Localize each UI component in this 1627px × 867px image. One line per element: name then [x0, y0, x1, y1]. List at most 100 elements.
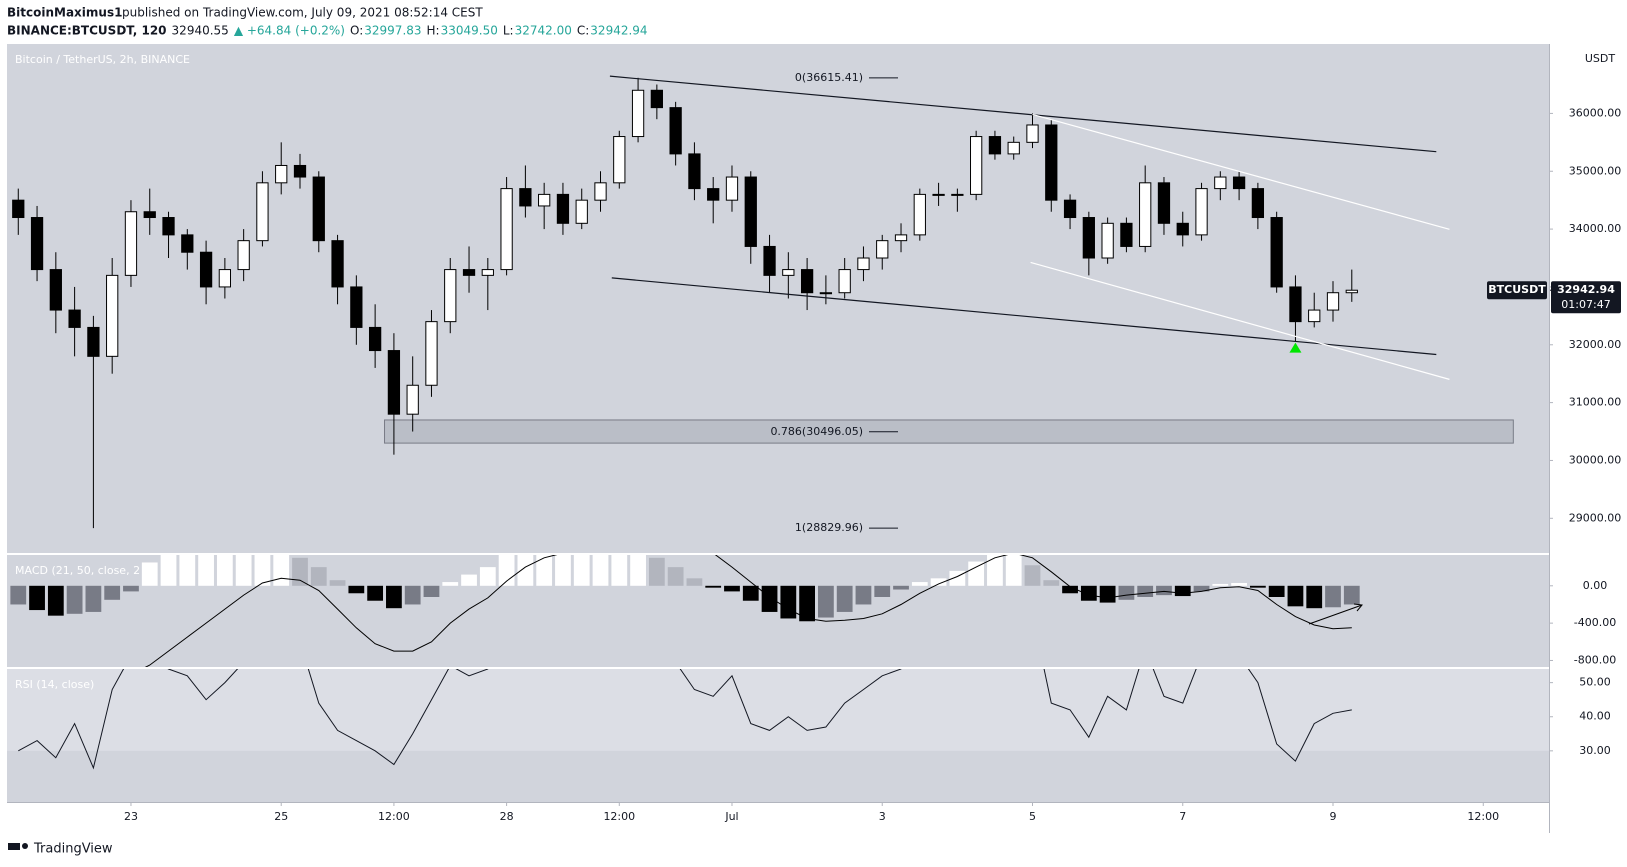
- candle-body: [1195, 188, 1208, 236]
- macd-bar: [742, 585, 759, 601]
- candle-body: [12, 199, 25, 219]
- candle-body: [857, 257, 870, 271]
- macd-bar: [123, 585, 139, 592]
- candle-body: [425, 321, 438, 386]
- macd-bar: [85, 585, 102, 612]
- macd-bar: [1306, 585, 1323, 609]
- candle-body: [143, 211, 156, 219]
- candle-body: [876, 240, 889, 259]
- candle-body: [481, 269, 494, 276]
- candle-body: [237, 240, 250, 271]
- candle-body: [650, 89, 663, 109]
- macd-bar: [179, 555, 196, 586]
- ticker-text: O:: [350, 24, 363, 38]
- macd-bar: [442, 582, 459, 586]
- candle-body: [782, 269, 795, 276]
- macd-bar: [1062, 585, 1078, 594]
- macd-bar: [1174, 585, 1191, 597]
- candle-body: [181, 234, 194, 253]
- candle-body: [387, 350, 401, 415]
- y-tick-label: 32000.00: [1569, 338, 1622, 351]
- candle-body: [444, 269, 457, 323]
- macd-bar: [141, 562, 158, 586]
- candle-body: [707, 188, 720, 201]
- macd-plot: [10, 555, 1360, 667]
- candle-body: [275, 164, 288, 184]
- candle-body: [556, 193, 570, 224]
- candle-body: [87, 326, 100, 357]
- annotation-arrowhead: [1353, 603, 1363, 612]
- macd-bar: [235, 555, 252, 586]
- y-tick-label: -800.00: [1574, 653, 1616, 666]
- ticker-text: 33049.50: [441, 24, 498, 38]
- candle-body: [613, 136, 626, 184]
- brand: TradingView: [33, 842, 113, 857]
- candle-body: [30, 217, 44, 271]
- candle-body: [988, 136, 1002, 155]
- candle-body: [575, 199, 588, 224]
- candle-body: [331, 240, 344, 288]
- macd-bar: [66, 585, 83, 614]
- candle-body: [688, 153, 701, 190]
- candle-body: [1251, 188, 1265, 219]
- macd-bar: [724, 585, 740, 592]
- candle-body: [763, 245, 776, 276]
- candle-body: [162, 217, 175, 236]
- candle-body: [1308, 309, 1321, 323]
- macd-bar: [592, 555, 609, 586]
- macd-line: [144, 555, 1352, 667]
- y-tick-label: 36000.00: [1569, 106, 1622, 119]
- candle-body: [894, 234, 908, 242]
- x-tick-label: 3: [879, 810, 886, 823]
- candle-body: [1157, 182, 1171, 224]
- y-tick-label: 34000.00: [1569, 222, 1622, 235]
- ticker-text: 32940.55: [172, 24, 229, 38]
- y-tick-label: -400.00: [1574, 616, 1616, 629]
- macd-bar: [536, 555, 553, 586]
- candle-body: [819, 292, 833, 295]
- macd-bar: [1231, 583, 1247, 586]
- macd-bar: [404, 585, 421, 605]
- candle-body: [932, 193, 945, 196]
- price-tag-value: 32942.94: [1557, 283, 1615, 296]
- ticker-line: BINANCE:BTCUSDT, 120 32940.55 ▲ +64.84 (+0…: [7, 24, 648, 38]
- candle-body: [631, 89, 645, 138]
- candle-body: [1026, 124, 1039, 143]
- pane-title: Bitcoin / TetherUS, 2h, BINANCE: [15, 53, 190, 66]
- candle-body: [538, 193, 551, 207]
- ticker-text: C:: [577, 24, 589, 38]
- y-tick-label: 35000.00: [1569, 164, 1622, 177]
- macd-bar: [216, 555, 233, 586]
- candle-body: [49, 269, 62, 311]
- macd-bar: [273, 555, 290, 586]
- candle-body: [800, 269, 814, 294]
- candle-body: [1326, 292, 1340, 311]
- macd-bar: [292, 557, 308, 586]
- macd-bar: [911, 582, 928, 586]
- fib-label: 1(28829.96): [795, 521, 863, 534]
- macd-bar: [479, 567, 496, 586]
- ticker-text: L:: [503, 24, 514, 38]
- ticker-text: ▲ +64.84 (+0.2%): [234, 24, 345, 38]
- candle-body: [462, 269, 476, 276]
- y-tick-label: 40.00: [1579, 710, 1611, 723]
- candle-body: [500, 188, 513, 271]
- candle-body: [913, 193, 926, 236]
- candle-body: [218, 269, 232, 288]
- candle-body: [368, 326, 382, 352]
- x-tick-label: 7: [1179, 810, 1186, 823]
- rsi-line: [18, 669, 1352, 770]
- x-tick-label: Jul: [724, 810, 738, 823]
- candle-body: [1007, 141, 1020, 155]
- ticker-text: 32942.94: [590, 24, 647, 38]
- macd-bar: [1249, 585, 1266, 588]
- macd-bar: [893, 585, 909, 590]
- macd-bar: [104, 585, 121, 600]
- candle-body: [519, 188, 532, 207]
- candle-body: [594, 182, 607, 201]
- axis-unit: USDT: [1585, 52, 1616, 65]
- macd-bar: [1343, 585, 1360, 605]
- macd-bar: [648, 557, 665, 586]
- macd-bar: [818, 585, 834, 618]
- candle-body: [1232, 176, 1246, 190]
